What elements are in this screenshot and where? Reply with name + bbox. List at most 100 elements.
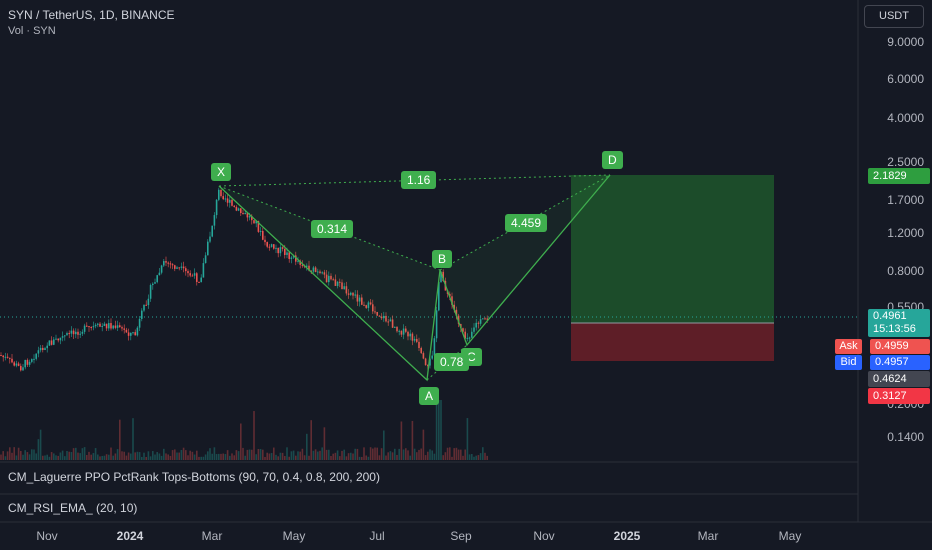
volume-bar — [132, 418, 134, 460]
volume-bar — [264, 456, 266, 460]
volume-bar — [270, 453, 273, 460]
candle — [224, 198, 227, 200]
candle — [105, 323, 108, 329]
volume-bar — [33, 449, 35, 460]
candle — [28, 361, 31, 365]
ratio-label-xd[interactable]: 1.16 — [401, 171, 437, 189]
laguerre-indicator-label[interactable]: CM_Laguerre PPO PctRank Tops-Bottoms (90… — [8, 470, 380, 484]
candle — [147, 298, 150, 306]
volume-bar — [110, 447, 112, 460]
volume-bar — [46, 454, 48, 460]
ratio-label-xb[interactable]: 0.314 — [311, 220, 354, 238]
symbol-title[interactable]: SYN / TetherUS, 1D, BINANCE — [8, 8, 175, 22]
ask-price-badge: 0.4959 — [870, 339, 930, 354]
rsi-indicator-label[interactable]: CM_RSI_EMA_ (20, 10) — [8, 501, 138, 515]
volume-bar — [462, 455, 464, 460]
candle — [409, 333, 411, 337]
volume-bar — [86, 454, 88, 460]
candle — [15, 363, 18, 366]
candle — [103, 323, 106, 326]
candle — [339, 281, 341, 283]
pattern-point-d[interactable]: D — [602, 151, 623, 169]
volume-bar — [435, 400, 438, 460]
candle — [185, 268, 187, 272]
volume-bar — [121, 451, 123, 460]
candle — [321, 272, 323, 274]
bid-price-badge: 0.4957 — [870, 355, 930, 370]
volume-bar — [233, 455, 235, 460]
volume-bar — [213, 447, 216, 460]
candle — [299, 260, 301, 265]
candle — [37, 350, 40, 354]
ask-label: Ask — [835, 339, 862, 354]
volume-bar — [130, 453, 132, 460]
candle — [64, 335, 66, 337]
pattern-point-x[interactable]: X — [211, 163, 232, 181]
candle — [152, 283, 154, 286]
candle — [279, 247, 282, 254]
volume-bar — [253, 411, 255, 460]
volume-bar — [97, 454, 99, 460]
candle — [352, 292, 354, 296]
volume-bar — [295, 455, 297, 460]
candle — [365, 305, 367, 308]
volume-bar — [317, 451, 319, 460]
volume-bar — [147, 451, 150, 460]
volume-bar — [466, 418, 469, 460]
volume-bar — [22, 454, 24, 460]
candle — [325, 274, 328, 283]
candle — [295, 255, 297, 262]
candle — [343, 286, 345, 290]
volume-bar — [145, 456, 147, 460]
candle — [314, 267, 317, 273]
ratio-label-bd[interactable]: 4.459 — [505, 214, 548, 232]
candle — [108, 323, 110, 329]
pattern-point-b[interactable]: B — [432, 250, 453, 268]
candle — [389, 319, 392, 322]
candle — [281, 247, 284, 249]
candle — [431, 355, 433, 359]
candle — [55, 338, 57, 340]
candle — [330, 275, 332, 280]
volume-legend[interactable]: Vol · SYN — [8, 25, 56, 37]
time-tick: Sep — [450, 529, 472, 543]
candle — [284, 248, 286, 255]
candle — [231, 199, 233, 206]
candle — [411, 333, 414, 341]
candle — [288, 252, 290, 259]
harmonic-pattern — [218, 174, 611, 382]
candle — [391, 319, 394, 328]
volume-bar — [90, 454, 92, 460]
volume-bar — [484, 452, 486, 460]
volume-bar — [288, 456, 290, 460]
volume-bar — [149, 456, 152, 460]
ratio-label-ac[interactable]: 0.78 — [434, 353, 470, 371]
volume-bar — [165, 453, 167, 460]
candle — [332, 279, 334, 281]
volume-bar — [136, 451, 139, 460]
candle — [361, 297, 363, 305]
volume-bar — [420, 448, 422, 460]
candle — [442, 271, 444, 281]
candle — [141, 310, 143, 319]
volume-bar — [246, 449, 249, 460]
volume-bar — [332, 453, 334, 460]
volume-bar — [453, 448, 455, 460]
candle — [220, 189, 222, 197]
volume-bar — [198, 456, 200, 460]
volume-bar — [152, 451, 154, 460]
volume-bar — [396, 454, 398, 460]
volume-bar — [37, 439, 40, 460]
volume-bar — [218, 453, 220, 460]
price-tick: 2.5000 — [887, 155, 924, 169]
volume-bar — [341, 450, 343, 460]
candle — [213, 215, 216, 226]
volume-bar — [11, 452, 13, 460]
pattern-point-a[interactable]: A — [419, 387, 440, 405]
candle — [286, 252, 288, 255]
currency-button[interactable]: USDT — [864, 5, 924, 28]
last-price-badge: 0.4961 15:13:56 — [868, 309, 930, 337]
volume-bar — [116, 449, 119, 460]
volume-bar — [407, 450, 409, 460]
